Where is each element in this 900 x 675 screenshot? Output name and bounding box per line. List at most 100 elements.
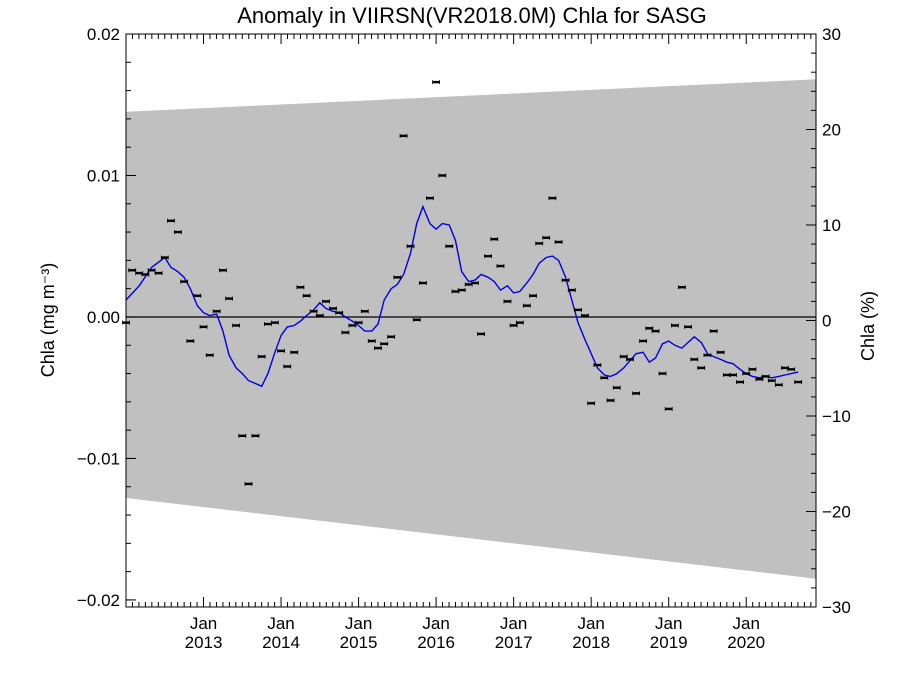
x-tick-label-year: 2013: [185, 633, 223, 652]
data-point: [354, 320, 363, 325]
x-tick-label-month: Jan: [500, 614, 527, 633]
data-point: [160, 255, 169, 260]
data-point: [490, 237, 499, 242]
x-tick-label-year: 2017: [495, 633, 533, 652]
data-point: [212, 309, 221, 314]
x-tick-label-month: Jan: [422, 614, 449, 633]
data-point: [626, 357, 634, 362]
data-point: [587, 401, 596, 406]
y2-tick-label: 0: [822, 312, 831, 331]
data-point: [296, 285, 305, 290]
y-tick-label: 0.00: [87, 308, 120, 327]
y2-tick-label: −30: [822, 598, 851, 617]
data-point: [787, 367, 796, 372]
data-point: [684, 324, 692, 329]
data-point: [290, 350, 299, 355]
data-point: [581, 313, 589, 318]
uncertainty-band: [126, 79, 816, 579]
data-point: [742, 371, 751, 376]
y-axis-label-left: Chla (mg m⁻³): [38, 263, 58, 378]
data-point: [670, 323, 679, 328]
y-axis-label-right: Chla (%): [858, 291, 878, 361]
data-point: [542, 235, 551, 240]
data-point: [645, 326, 654, 331]
data-point: [309, 309, 318, 314]
smoothed-line-layer: [125, 204, 799, 388]
data-point: [277, 348, 285, 353]
data-point: [470, 281, 479, 286]
data-point: [251, 433, 260, 438]
x-tick-label-month: Jan: [577, 614, 604, 633]
data-point: [748, 367, 757, 372]
data-point: [574, 307, 582, 312]
data-point: [348, 323, 357, 328]
y2-tick-label: 10: [822, 216, 841, 235]
data-point: [522, 303, 531, 308]
data-point: [690, 357, 699, 362]
x-tick-label-year: 2014: [262, 633, 300, 652]
data-point: [360, 309, 369, 314]
x-tick-label-month: Jan: [733, 614, 760, 633]
data-point: [180, 279, 189, 284]
data-point: [225, 296, 234, 301]
data-point: [232, 323, 240, 328]
x-tick-label-year: 2015: [340, 633, 378, 652]
data-point: [484, 254, 492, 259]
y2-tick-label: −20: [822, 503, 851, 522]
data-point: [496, 264, 505, 269]
data-point: [612, 385, 621, 390]
data-point: [393, 275, 402, 280]
y-tick-label: −0.01: [77, 449, 120, 468]
data-point: [219, 268, 227, 273]
smoothed-series-line: [125, 204, 799, 388]
data-point: [432, 80, 441, 85]
data-point: [341, 330, 350, 335]
x-tick-label-month: Jan: [190, 614, 217, 633]
data-point: [186, 339, 195, 344]
data-point: [174, 230, 182, 235]
data-point: [709, 329, 718, 334]
y-axis-left: 0.02 0.01 0.00 −0.01 −0.02: [77, 25, 136, 610]
y-tick-label: 0.02: [87, 25, 120, 44]
data-point: [561, 278, 570, 283]
data-point: [767, 378, 776, 383]
data-point: [664, 406, 673, 411]
data-point: [606, 398, 615, 403]
x-tick-label-month: Jan: [267, 614, 294, 633]
data-point: [529, 293, 537, 298]
data-point: [619, 354, 628, 359]
data-point: [238, 433, 247, 438]
data-point: [257, 354, 266, 359]
data-point: [794, 380, 803, 385]
data-point: [593, 363, 602, 368]
data-point: [426, 196, 434, 201]
data-point: [438, 173, 447, 178]
monthly-points-layer: [122, 80, 803, 486]
data-point: [567, 288, 576, 293]
data-point: [193, 293, 202, 298]
data-point: [335, 310, 344, 315]
data-point: [509, 323, 518, 328]
data-point: [412, 317, 421, 322]
data-point: [154, 271, 163, 276]
data-point: [419, 281, 427, 286]
data-point: [736, 380, 744, 385]
chart-title: Anomaly in VIIRSN(VR2018.0M) Chla for SA…: [237, 3, 707, 28]
data-point: [535, 241, 544, 246]
x-tick-label-year: 2016: [417, 633, 455, 652]
data-point: [315, 313, 324, 318]
data-point: [632, 391, 641, 396]
data-point: [302, 293, 311, 298]
data-point: [554, 239, 563, 244]
data-point: [600, 375, 609, 380]
x-tick-label-month: Jan: [345, 614, 372, 633]
data-point: [322, 299, 330, 304]
y-tick-label: −0.02: [77, 591, 120, 610]
x-tick-label-year: 2019: [650, 633, 688, 652]
data-point: [380, 341, 389, 346]
data-point: [639, 339, 648, 344]
data-point: [205, 353, 214, 358]
data-point: [167, 218, 175, 223]
data-point: [199, 324, 208, 329]
